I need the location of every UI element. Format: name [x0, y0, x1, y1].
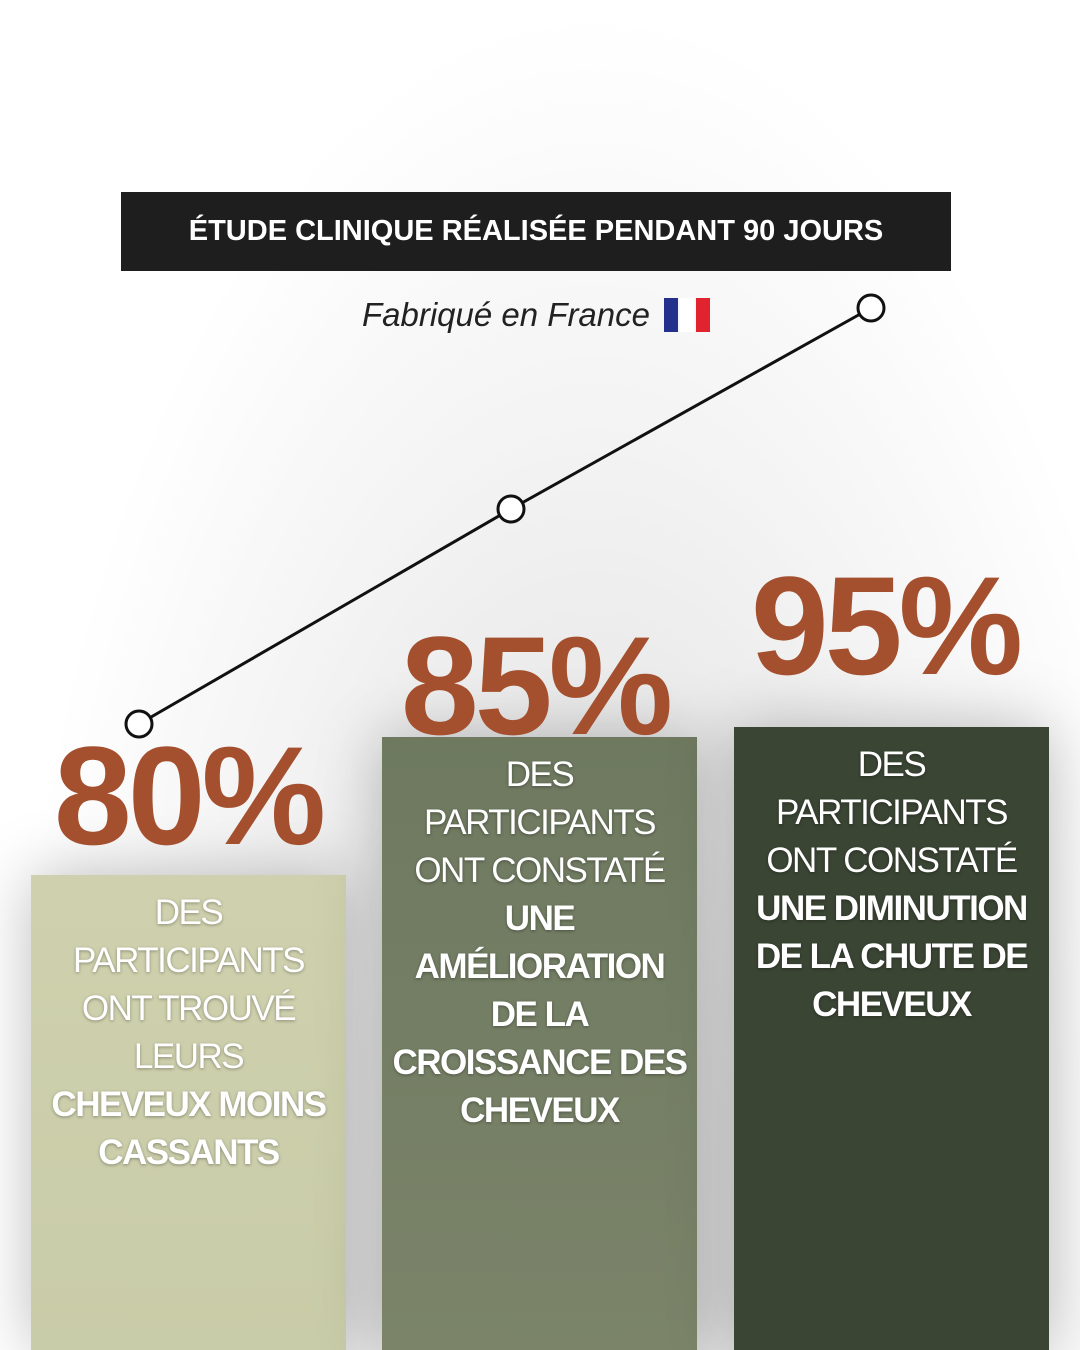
stat-panel: DES PARTICIPANTS ONT CONSTATÉ UNE DIMINU…	[734, 727, 1049, 1350]
stat-value: 95%	[750, 547, 1023, 704]
point	[856, 293, 886, 323]
stat-panel: DES PARTICIPANTS ONT CONSTATÉ UNE AMÉLIO…	[382, 737, 697, 1350]
stat-value: 80%	[53, 717, 326, 874]
flag-white	[680, 298, 694, 332]
stat-text: DES PARTICIPANTS ONT CONSTATÉ	[766, 745, 1018, 880]
stat-value: 85%	[400, 607, 673, 764]
subtitle: Fabriqué en France	[362, 296, 650, 333]
stat-text: DES PARTICIPANTS ONT TROUVÉ LEURS	[73, 893, 305, 1076]
stat-text: DES PARTICIPANTS ONT CONSTATÉ	[414, 755, 666, 890]
title: ÉTUDE CLINIQUE RÉALISÉE PENDANT 90 JOURS	[121, 192, 951, 271]
stat-panel: DES PARTICIPANTS ONT TROUVÉ LEURS CHEVEU…	[31, 875, 346, 1350]
flag-blue	[664, 298, 678, 332]
flag-red	[696, 298, 710, 332]
stat-highlight: UNE AMÉLIORATION DE LA CROISSANCE DES CH…	[392, 899, 688, 1130]
stat-highlight: UNE DIMINUTION DE LA CHUTE DE CHEVEUX	[755, 889, 1029, 1024]
point	[124, 709, 154, 739]
stat-highlight: CHEVEUX MOINS CASSANTS	[51, 1085, 327, 1172]
point	[496, 494, 526, 524]
